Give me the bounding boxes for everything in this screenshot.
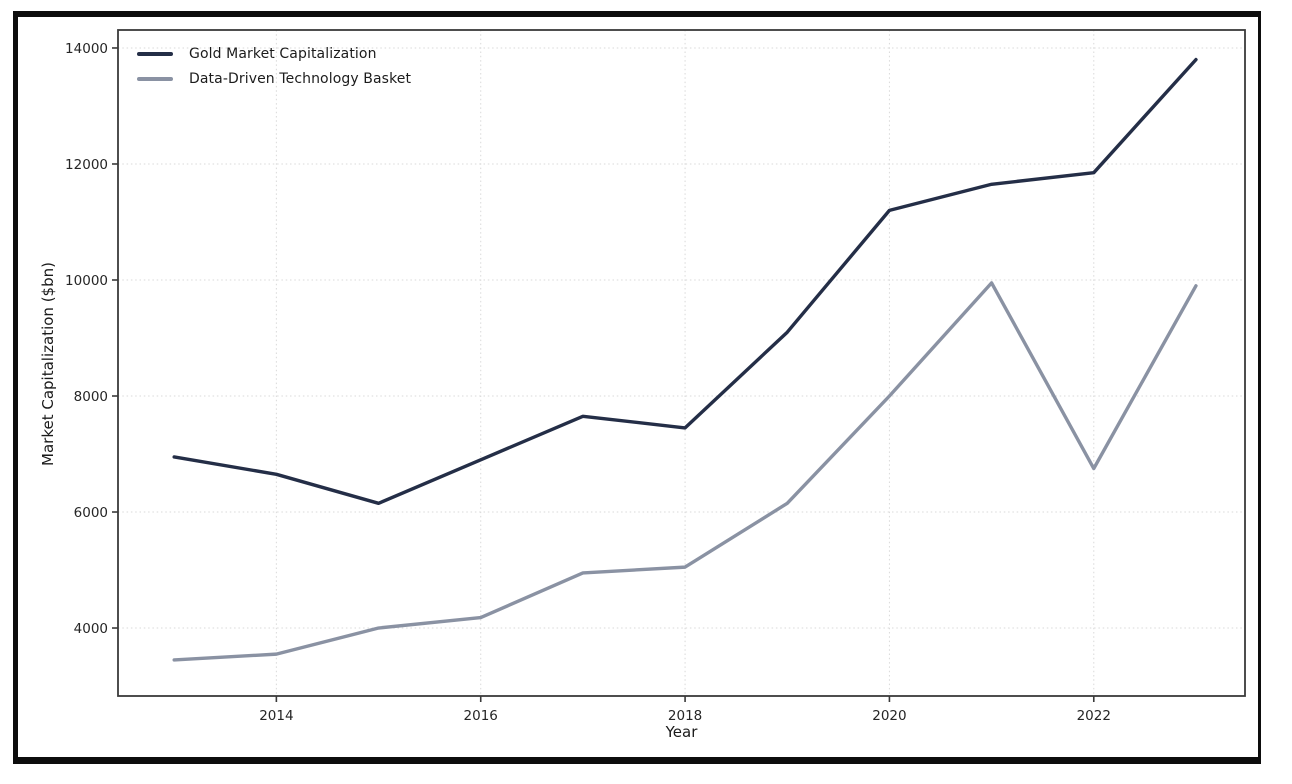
y-tick-label: 14000	[65, 41, 108, 57]
y-tick-label: 6000	[74, 505, 108, 521]
x-tick-label: 2018	[668, 708, 702, 724]
tech-line-swatch-icon	[137, 76, 173, 81]
y-axis-title: Market Capitalization ($bn)	[39, 262, 57, 466]
series-line-0	[172, 57, 1198, 506]
series-line-1	[172, 281, 1198, 662]
gold-line-swatch-icon	[137, 51, 173, 56]
legend: Gold Market Capitalization Data-Driven T…	[137, 41, 411, 91]
y-tick-label: 4000	[74, 621, 108, 637]
legend-item-gold: Gold Market Capitalization	[137, 41, 411, 66]
y-tick-label: 8000	[74, 389, 108, 405]
legend-label-gold: Gold Market Capitalization	[189, 45, 377, 62]
x-tick-label: 2020	[872, 708, 906, 724]
x-axis-title: Year	[665, 723, 698, 741]
y-tick-label: 12000	[65, 157, 108, 173]
legend-label-tech: Data-Driven Technology Basket	[189, 70, 412, 87]
x-tick-label: 2016	[464, 708, 498, 724]
y-tick-label: 10000	[65, 273, 108, 289]
legend-item-tech: Data-Driven Technology Basket	[137, 66, 411, 91]
plot-frame	[117, 29, 1246, 697]
x-tick-label: 2014	[259, 708, 293, 724]
window-frame	[13, 11, 1261, 764]
x-tick-label: 2022	[1077, 708, 1111, 724]
